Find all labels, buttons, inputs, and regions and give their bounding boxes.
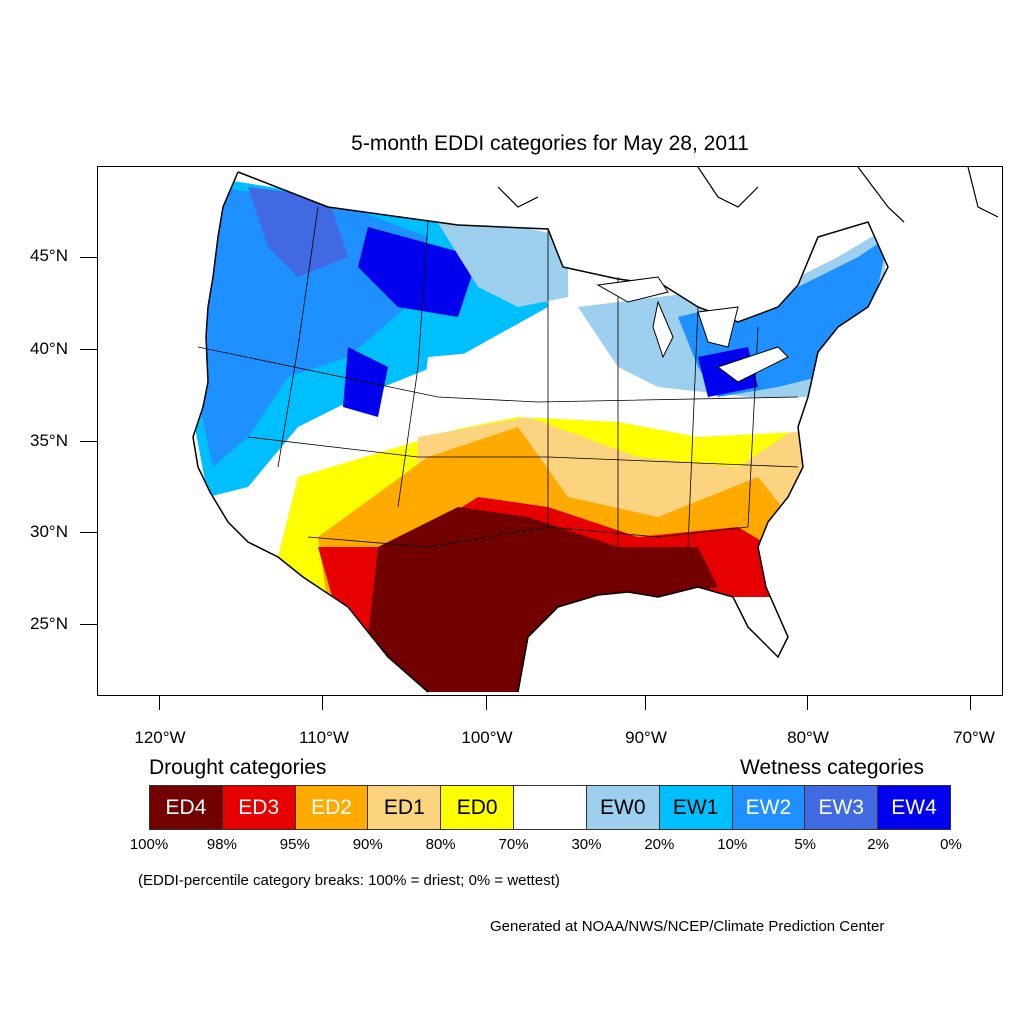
wet-region-ew0: [428, 207, 568, 307]
category-breaks-note: (EDDI-percentile category breaks: 100% =…: [138, 872, 560, 889]
drought-legend-heading: Drought categories: [149, 756, 327, 779]
break-label: 5%: [794, 836, 817, 853]
lat-tick: [80, 257, 97, 258]
legend-swatch-ed1: ED1: [368, 786, 442, 829]
legend-swatch-ew2: EW2: [732, 786, 806, 829]
state-boundaries: [197, 206, 799, 548]
lon-label-70: 70°W: [953, 728, 995, 747]
break-label: 10%: [717, 836, 748, 853]
lon-label-80: 80°W: [787, 728, 829, 747]
wetness-legend-heading: Wetness categories: [740, 756, 925, 779]
lon-label-90: 90°W: [625, 728, 667, 747]
eddi-map: [97, 166, 1003, 696]
wet-region-ew3: [248, 187, 348, 277]
wet-region-ew4: [358, 227, 478, 317]
lat-label-25: 25°N: [30, 614, 68, 633]
lat-tick: [80, 532, 97, 533]
lat-tick: [80, 624, 97, 625]
legend-swatch-ew4: EW4: [878, 786, 950, 829]
dry-region-ed4: [368, 507, 718, 692]
legend-swatch-ew0: EW0: [586, 786, 660, 829]
lat-label-45: 45°N: [30, 246, 68, 265]
canada-coastline: [497, 167, 999, 223]
break-label: 20%: [644, 836, 675, 853]
break-label: 98%: [206, 836, 237, 853]
lat-label-40: 40°N: [30, 339, 68, 358]
legend-swatch-ed3: ED3: [222, 786, 296, 829]
lat-label-30: 30°N: [30, 522, 68, 541]
break-label: 30%: [571, 836, 602, 853]
lon-tick: [322, 696, 323, 710]
legend-swatch-ed0: ED0: [441, 786, 515, 829]
lon-label-110: 110°W: [299, 728, 349, 747]
break-label: 0%: [940, 836, 962, 853]
break-label: 70%: [498, 836, 529, 853]
break-label: 2%: [867, 836, 889, 853]
legend-swatch-ew1: EW1: [659, 786, 733, 829]
lat-label-35: 35°N: [30, 431, 68, 450]
lon-tick: [486, 696, 487, 710]
break-label: 80%: [425, 836, 456, 853]
lon-tick: [970, 696, 971, 710]
break-label: 95%: [279, 836, 310, 853]
map-canvas: [192, 167, 999, 693]
normal-region: [418, 347, 798, 437]
break-label: 100%: [129, 836, 169, 853]
generation-credit: Generated at NOAA/NWS/NCEP/Climate Predi…: [490, 918, 885, 935]
legend-swatch-normal: [514, 786, 587, 829]
lon-label-100: 100°W: [461, 728, 513, 747]
lat-tick: [80, 441, 97, 442]
lon-tick: [645, 696, 646, 710]
map-title: 5-month EDDI categories for May 28, 2011: [351, 132, 749, 155]
category-legend-bar: ED4 ED3 ED2 ED1 ED0 EW0 EW1 EW2 EW3 EW4: [149, 785, 951, 830]
legend-swatch-ew3: EW3: [805, 786, 879, 829]
lon-tick: [807, 696, 808, 710]
legend-swatch-ed4: ED4: [150, 786, 223, 829]
lon-label-120: 120°W: [134, 728, 186, 747]
lon-tick: [159, 696, 160, 710]
lat-tick: [80, 349, 97, 350]
great-lakes: [596, 276, 789, 383]
legend-swatch-ed2: ED2: [295, 786, 369, 829]
break-label: 90%: [352, 836, 383, 853]
